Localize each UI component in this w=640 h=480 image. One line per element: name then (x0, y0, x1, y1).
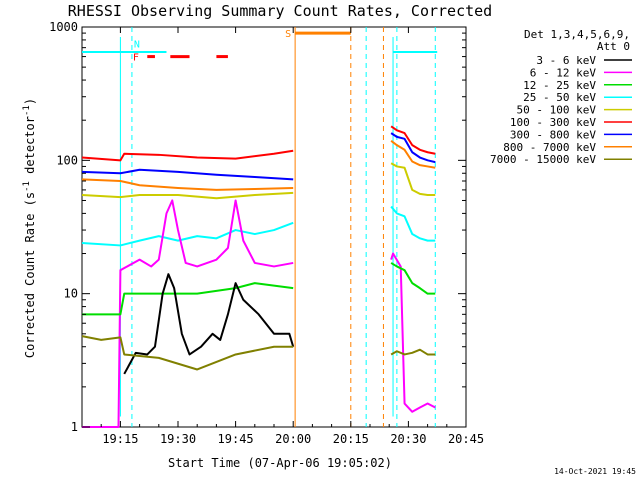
series-line-1 (390, 125, 436, 155)
x-tick-label: 19:30 (160, 432, 196, 446)
series-line-2 (390, 132, 436, 164)
legend-label: 6 - 12 keV (530, 66, 597, 79)
chart-title: RHESSI Observing Summary Count Rates, Co… (68, 2, 492, 20)
x-tick-label: 19:45 (218, 432, 254, 446)
saa-annotation: S (285, 29, 291, 40)
flare-annotation: F (133, 53, 139, 64)
series-line-4 (81, 191, 294, 200)
y-axis: 1 10 100 1000 (49, 20, 466, 434)
legend-label: 12 - 25 keV (523, 79, 596, 92)
y-tick-label: 10 (64, 287, 78, 301)
night-annotation: N (134, 40, 140, 51)
x-tick-label: 20:15 (333, 432, 369, 446)
series-line-6 (82, 199, 294, 428)
series-line-3 (390, 140, 436, 169)
x-tick-label: 20:00 (275, 432, 311, 446)
legend-label: 800 - 7000 keV (503, 141, 596, 154)
x-tick-label: 20:45 (448, 432, 484, 446)
series-line-7 (82, 282, 294, 316)
series-line-8 (123, 273, 295, 375)
series-line-2 (81, 168, 294, 181)
y-tick-label: 100 (56, 153, 78, 167)
series-line-3 (81, 178, 294, 191)
legend-label: 300 - 800 keV (510, 128, 596, 141)
legend-label: 50 - 100 keV (517, 104, 597, 117)
x-tick-label: 20:30 (390, 432, 426, 446)
legend-header-1: Det 1,3,4,5,6,9, (524, 28, 630, 41)
x-tick-label: 19:15 (102, 432, 138, 446)
series-line-4 (390, 162, 436, 196)
x-axis-label: Start Time (07-Apr-06 19:05:02) (168, 456, 392, 470)
series-line-1 (81, 149, 294, 162)
series-line-6 (390, 252, 436, 413)
legend-label: 100 - 300 keV (510, 116, 596, 129)
series-line-9 (81, 335, 294, 371)
y-tick-label: 1000 (49, 20, 78, 34)
series-line-5 (81, 221, 294, 247)
x-axis: 19:15 19:30 19:45 20:00 20:15 20:30 20:45 (100, 27, 484, 446)
legend-label: 3 - 6 keV (536, 54, 596, 67)
generation-timestamp: 14-Oct-2021 19:45 (554, 467, 636, 476)
legend-label: 7000 - 15000 keV (490, 153, 596, 166)
legend-label: 25 - 50 keV (523, 91, 596, 104)
y-tick-label: 1 (71, 420, 78, 434)
series-line-7 (390, 262, 436, 295)
plot-area: NF S (81, 26, 467, 428)
legend-header-2: Att 0 (597, 40, 630, 53)
y-axis-label: Corrected Count Rate (s-1 detector-1) (22, 98, 37, 358)
series-line-9 (390, 348, 436, 356)
series-line-5 (390, 205, 436, 242)
